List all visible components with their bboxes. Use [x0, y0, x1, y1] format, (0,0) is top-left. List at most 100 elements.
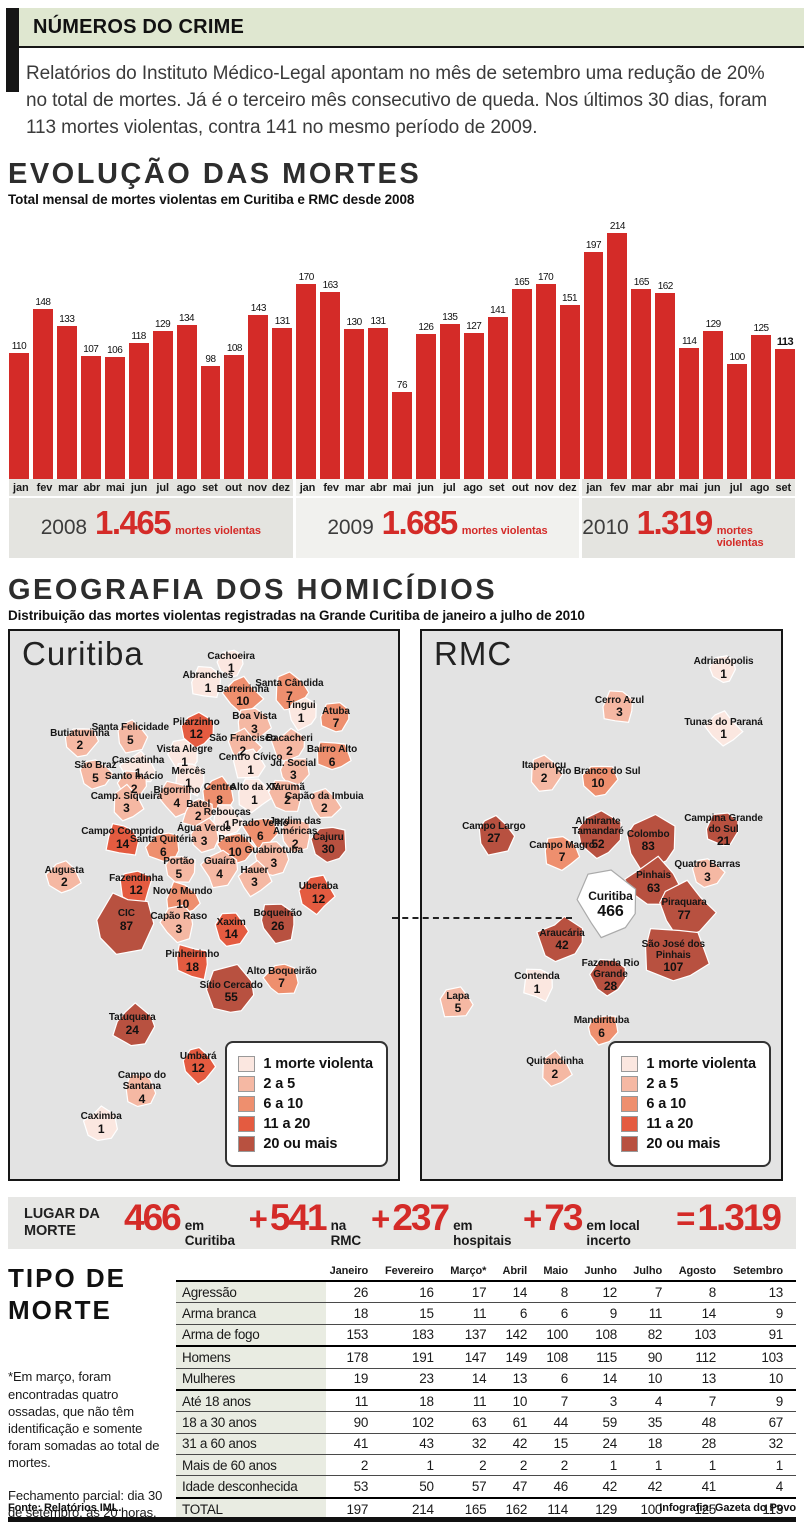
district-label: Itaperuçu 2 [501, 761, 587, 785]
district-name: Pilarzinho [172, 716, 220, 728]
formula-number: 466 [124, 1197, 182, 1239]
bar-2009-ago: 127 [463, 321, 484, 479]
district-value: 5 [175, 866, 183, 881]
month-label: set [484, 478, 509, 496]
district-label: Xaxim 14 [188, 916, 274, 942]
map-title-rmc: RMC [434, 634, 513, 672]
table-cell: 137 [446, 1323, 500, 1347]
legend-swatch [621, 1075, 639, 1092]
district-value: 52 [591, 836, 605, 851]
bar-rect [152, 330, 173, 479]
district-name: Adrianópolis [693, 656, 754, 668]
map-panel-rmc: RMC Adrianópolis 1 Cerro Azul 3 Tunas do Par… [420, 628, 783, 1181]
district-shape [577, 809, 622, 860]
table-cell: 115 [580, 1345, 630, 1369]
district-name: Alto da XV [229, 782, 279, 794]
bar-2009-fev: 163 [320, 280, 341, 479]
district-shape [165, 855, 196, 883]
district-shape [439, 986, 474, 1018]
table-cell: 13 [729, 1280, 796, 1303]
year-total-number: 1.465 [95, 503, 172, 541]
district-shape [212, 803, 246, 837]
table-cell: 147 [446, 1345, 500, 1369]
district-label: CIC 87 [83, 909, 169, 933]
district-name: São José dos Pinhais [641, 938, 705, 961]
table-cell: 82 [629, 1323, 676, 1347]
month-label: ago [747, 478, 772, 496]
table-cell: 61 [499, 1411, 541, 1434]
district-value: 2 [284, 793, 291, 807]
district-name: Xaxim [216, 916, 246, 928]
bar-value-label: 100 [729, 351, 746, 363]
place-of-death-band: LUGAR DA MORTE 466 em Curitiba +541 na RMC +… [8, 1196, 796, 1249]
district-label: Capão da Imbuia 2 [281, 791, 367, 816]
district-value: 5 [92, 771, 99, 786]
district-value: 1 [720, 666, 727, 681]
table-cell: 32 [446, 1432, 500, 1455]
district-label: Augusta 2 [21, 865, 107, 890]
table-cell: 42 [580, 1475, 630, 1498]
bar-rect [631, 288, 652, 479]
district-label: Guaíra 4 [177, 857, 263, 881]
district-label: Santa Felicidade 5 [87, 723, 173, 747]
district-label: Cachoeira 1 [188, 651, 274, 676]
table-row: Arma de fogo 153 183 137 142 100 108 82 103 91 [176, 1323, 796, 1347]
district-value: 3 [123, 801, 130, 816]
year-total-number: 1.685 [381, 503, 459, 541]
month-label: mar [629, 478, 654, 496]
formula-total: 1.319 [697, 1197, 782, 1239]
month-label: nov [532, 478, 556, 496]
district-label: Campo do Santana 4 [99, 1070, 185, 1105]
bar-value-label: 162 [657, 280, 674, 292]
district-name: Piraquara [661, 897, 707, 909]
table-cell: 103 [729, 1345, 796, 1369]
district-label: Sítio Cercado 55 [188, 980, 274, 1005]
table-cell: 7 [675, 1389, 729, 1412]
table-cell: 28 [675, 1432, 729, 1455]
district-name: Uberaba [298, 881, 339, 893]
legend-label: 6 a 10 [646, 1095, 687, 1112]
bar-value-label: 148 [35, 296, 51, 308]
district-value: 1 [297, 710, 305, 725]
bar-chart-month-axis: jan fev mar abr mai jun jul ago set out nov dez jan f… [8, 478, 796, 496]
district-label: Cascatinha 1 [95, 755, 181, 780]
district-label: Umbará 12 [155, 1051, 241, 1076]
district-value: 1 [720, 727, 727, 742]
district-value: 2 [76, 738, 84, 753]
bar-rect [248, 314, 269, 479]
year-total-suffix: mortes violentas [461, 524, 548, 537]
footer: Fonte: Relatórios IML. Infografia: Gazet… [8, 1502, 796, 1522]
district-label: Prado Velho 6 [217, 818, 303, 843]
table-cell: 9 [729, 1302, 796, 1325]
district-label: Boqueirão 26 [235, 909, 321, 933]
district-name: Santa Felicidade [91, 722, 169, 734]
table-row: Arma branca 18 15 11 6 6 9 11 14 9 [176, 1302, 796, 1325]
bar-value-label: 129 [155, 318, 171, 330]
month-label: set [771, 478, 796, 496]
district-shape [199, 849, 239, 889]
year-label: 2010 [582, 515, 629, 539]
district-label: Pilarzinho 12 [153, 716, 239, 742]
legend-swatch [621, 1095, 639, 1112]
bar-rect [320, 291, 341, 479]
district-label: Atuba 7 [293, 706, 379, 731]
district-value: 6 [256, 828, 264, 843]
district-value: 2 [320, 801, 328, 816]
bar-chart-bars: 110 148 133 107 106 118 129 134 98 108 143 131 170 16… [8, 213, 796, 479]
district-label: Piraquara 77 [641, 898, 727, 922]
district-name: Quitandinha [526, 1056, 584, 1068]
district-value: 1 [227, 661, 235, 676]
district-value: 1 [533, 982, 541, 997]
legend-swatch [621, 1135, 639, 1152]
district-value: 466 [597, 902, 624, 920]
type-of-death-left-column: TIPO DE MORTE *Em março, foram encontrad… [8, 1263, 166, 1522]
district-shape [79, 759, 115, 790]
table-cell: 90 [629, 1345, 676, 1369]
district-shape [159, 904, 194, 944]
district-label: Uberaba 12 [275, 881, 361, 906]
bar-2009-jan: 170 [296, 272, 317, 479]
district-value: 1 [185, 776, 192, 791]
month-label: jun [700, 478, 725, 496]
table-cell: 142 [499, 1323, 541, 1347]
district-shape [544, 835, 581, 871]
